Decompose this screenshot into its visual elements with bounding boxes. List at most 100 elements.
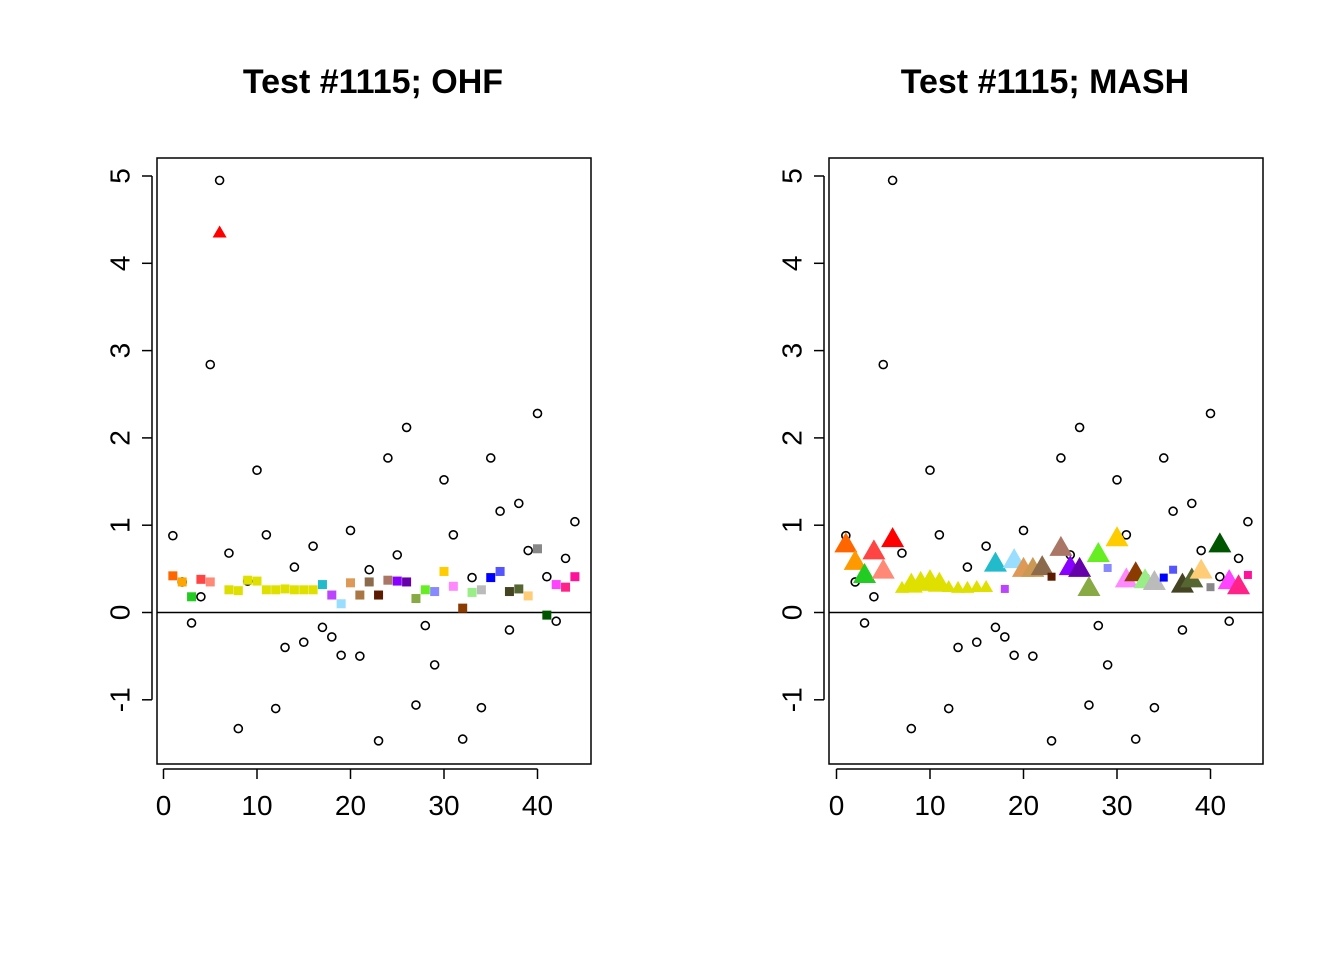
point-square [327,590,337,600]
point-triangle [1086,542,1110,563]
point-square [561,582,571,592]
point-square [317,580,327,590]
point-circle [897,548,907,558]
point-small [1206,583,1215,592]
point-circle [1074,422,1085,433]
plot-frame [156,157,592,765]
point-triangle [1142,569,1166,590]
x-tick-label: 20 [335,790,366,821]
point-circle [289,562,300,572]
point-square [346,578,355,588]
point-square [196,574,206,584]
x-tick-label: 20 [1008,790,1039,821]
panel-ohf: Test #1115; OHF 0 10 20 30 40 -1 0 1 2 3 4 5 [105,63,592,821]
point-circle [1205,408,1216,419]
point-square [411,594,421,604]
point-circle [869,591,879,602]
point-circle [1243,516,1253,527]
point-triangle [1105,526,1129,547]
point-triangle [951,580,966,593]
point-circle [504,625,515,635]
point-square [233,586,243,596]
x-tick-label: 40 [522,790,553,821]
point-circle [878,359,889,370]
point-square [168,571,178,581]
point-triangle [862,539,886,560]
point-circle [560,553,571,564]
point-circle [186,618,197,628]
point-circle [1187,498,1197,509]
y-tick-label: -1 [777,687,808,712]
point-circle [252,465,262,476]
point-circle [1224,616,1234,627]
y-tick-label: 5 [777,168,808,184]
point-circle [364,564,375,575]
point-circle [1009,650,1019,661]
point-small [1000,584,1009,593]
point-circle [925,465,935,476]
point-square [280,584,290,594]
point-circle [1018,525,1029,536]
point-square [439,566,449,576]
point-circle [495,506,505,517]
y-tick-label: 5 [105,168,136,184]
point-circle [429,660,440,670]
point-triangle [1208,532,1232,553]
point-circle [990,622,1001,633]
point-circle [1177,625,1188,635]
point-triangle [834,532,858,553]
point-circle [971,637,982,647]
point-triangle [843,549,867,570]
point-circle [1130,734,1141,744]
point-square [252,576,262,586]
y-tick-label: 4 [105,256,136,272]
point-triangle [871,558,895,579]
point-circle [205,359,216,370]
point-circle [859,618,870,628]
point-square [476,585,486,595]
point-circle [1084,700,1094,710]
point-square [205,577,215,587]
point-triangle [853,562,877,583]
y-tick-label: 1 [105,517,136,533]
point-small [1103,563,1112,572]
point-square [542,610,552,620]
point-circle [532,408,543,419]
point-circle [542,571,552,582]
point-square [187,592,197,602]
point-circle [336,650,346,661]
point-circle [411,700,421,710]
y-tick-label: 2 [105,430,136,446]
panel-title: Test #1115; OHF [243,63,503,101]
y-tick-label: 2 [777,430,808,446]
point-square [570,572,580,582]
point-circle [345,525,356,536]
y-tick-label: 0 [105,605,136,621]
panel-title: Test #1115; MASH [901,63,1190,101]
point-square [261,585,271,595]
point-triangle [881,527,905,548]
point-triangle [979,579,994,592]
point-circle [999,632,1010,642]
point-circle [392,550,403,560]
point-circle [953,642,963,653]
point-triangle [1030,555,1054,576]
point-circle [457,734,468,744]
point-square [420,585,430,595]
point-triangle [1189,558,1213,579]
point-square [308,585,318,595]
x-tick-label: 30 [428,790,459,821]
point-square [448,581,458,591]
point-circle [906,723,917,734]
point-triangle [1170,572,1194,593]
point-triangle [1068,556,1092,577]
point-circle [1158,453,1169,463]
point-circle [476,702,487,713]
point-circle [1196,545,1206,556]
x-tick-label: 10 [914,790,945,821]
point-square [289,585,299,595]
point-small [1047,572,1056,581]
point-square [495,566,505,576]
